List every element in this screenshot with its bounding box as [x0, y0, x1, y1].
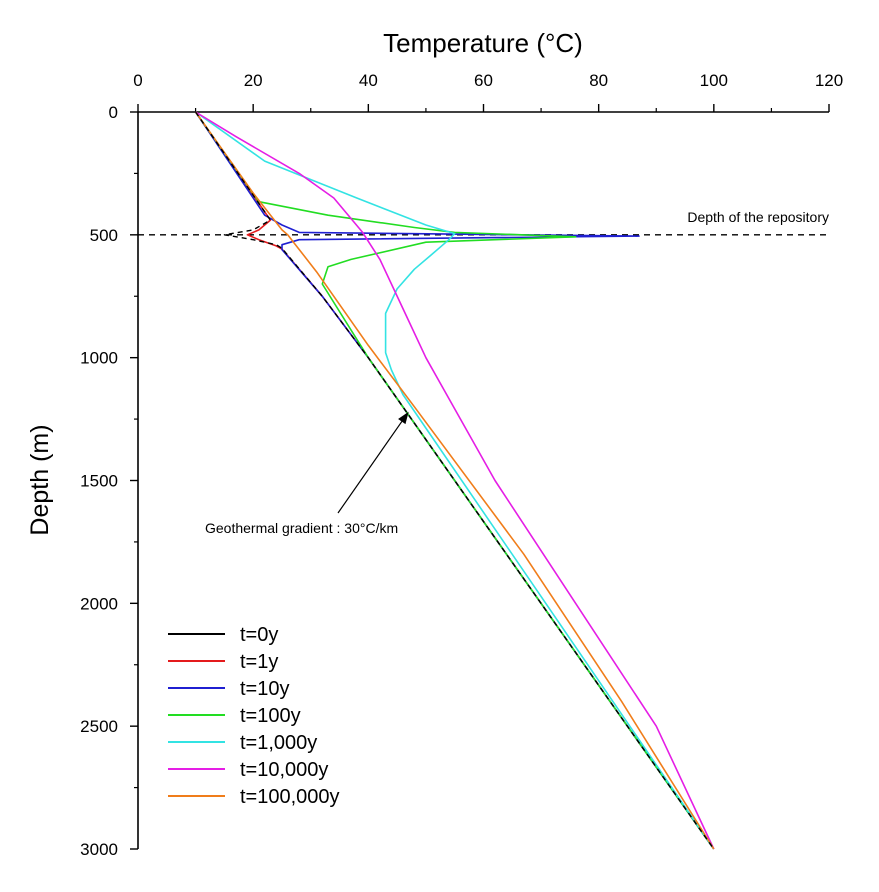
x-tick-label: 80 — [589, 71, 608, 90]
gradient-arrowhead — [398, 411, 409, 425]
legend-label: t=1,000y — [240, 732, 317, 754]
y-axis-ticks: 0 500 1000 1500 2000 2500 3000 — [80, 103, 138, 859]
x-tick-label: 120 — [815, 71, 843, 90]
x-tick-label: 20 — [244, 71, 263, 90]
legend-label: t=1y — [240, 651, 278, 673]
legend-label: t=10y — [240, 678, 289, 700]
series-line — [195, 111, 715, 850]
x-tick-label: 100 — [700, 71, 728, 90]
series-line — [194, 111, 715, 850]
series-lines — [194, 111, 715, 850]
y-tick-label: 500 — [90, 226, 118, 245]
y-tick-label: 3000 — [80, 840, 118, 859]
repository-depth-label: Depth of the repository — [687, 209, 829, 225]
series-line — [194, 111, 715, 850]
y-tick-label: 1000 — [80, 349, 118, 368]
legend-label: t=100y — [240, 705, 301, 727]
y-tick-label: 2500 — [80, 717, 118, 736]
legend-label: t=10,000y — [240, 759, 328, 781]
x-axis-ticks: 0 20 40 60 80 100 120 — [133, 71, 843, 112]
y-tick-label: 1500 — [80, 472, 118, 491]
y-tick-label: 2000 — [80, 594, 118, 613]
gradient-label: Geothermal gradient : 30°C/km — [205, 520, 398, 536]
x-axis-title: Temperature (°C) — [383, 28, 583, 58]
y-tick-label: 0 — [109, 103, 118, 122]
legend-label: t=100,000y — [240, 786, 340, 808]
legend-label: t=0y — [240, 624, 278, 646]
series-line — [195, 111, 715, 850]
x-tick-label: 40 — [359, 71, 378, 90]
gradient-arrow — [337, 419, 404, 514]
x-tick-label: 60 — [474, 71, 493, 90]
legend: t=0y t=1y t=10y t=100y t=1,000y t=10,000y t=10… — [168, 624, 340, 808]
y-axis-title: Depth (m) — [26, 424, 54, 535]
x-tick-label: 0 — [133, 71, 142, 90]
